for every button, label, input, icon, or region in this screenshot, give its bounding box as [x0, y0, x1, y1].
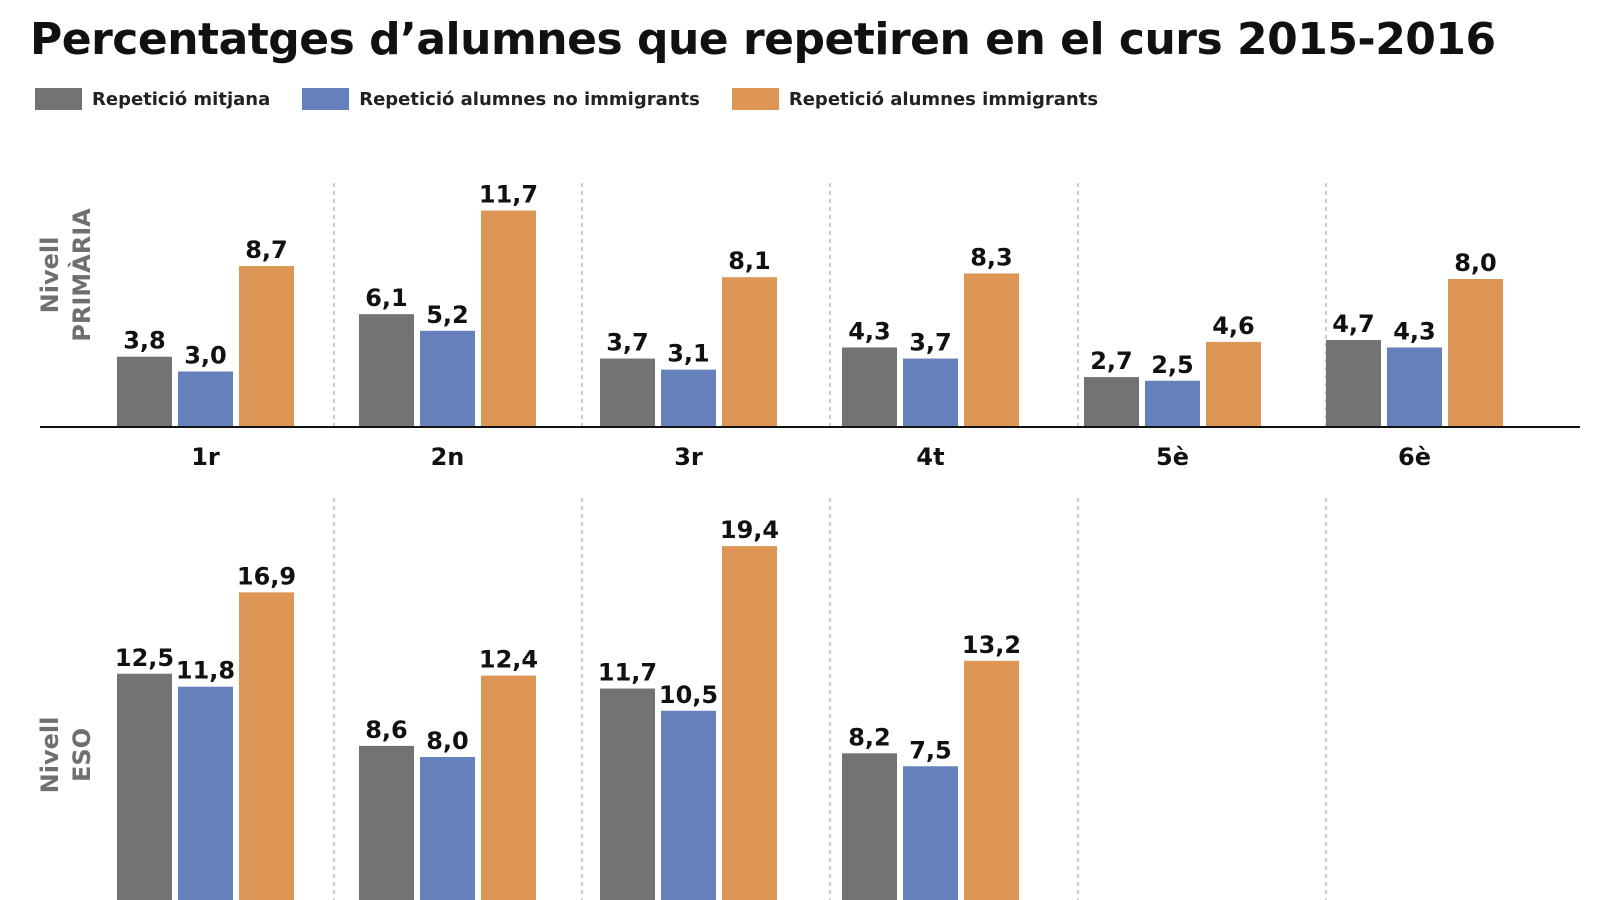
bar-value-label: 3,7 [606, 329, 649, 357]
bar-no-immigrants [903, 358, 958, 427]
bar-immigrants [964, 273, 1019, 427]
bar-mitjana [842, 753, 897, 900]
bar-value-label: 4,7 [1332, 310, 1375, 338]
bar-mitjana [1326, 340, 1381, 427]
bar-value-label: 11,8 [176, 657, 235, 685]
bar-value-label: 8,6 [365, 716, 408, 744]
bar-value-label: 4,6 [1212, 312, 1255, 340]
bar-value-label: 3,8 [123, 327, 166, 355]
bar-no-immigrants [420, 757, 475, 900]
bar-value-label: 8,0 [1454, 249, 1497, 277]
bar-value-label: 8,1 [728, 247, 771, 275]
bar-value-label: 4,3 [848, 317, 891, 345]
legend-swatch-no-immigrants [302, 88, 350, 110]
bar-value-label: 8,7 [245, 236, 288, 264]
bar-value-label: 13,2 [962, 631, 1021, 659]
bar-value-label: 3,0 [184, 342, 227, 370]
chart-title: Percentatges d’alumnes que repetiren en … [30, 14, 1496, 65]
bar-mitjana [117, 356, 172, 427]
panel-eso: Nivell ESO 12,5 11,8 16,9 8,6 8,0 12,4 11,710,5 1… [36, 498, 1327, 900]
bar-value-label: 2,7 [1090, 347, 1133, 375]
bar-no-immigrants [1387, 347, 1442, 427]
bar-mitjana [600, 688, 655, 900]
bar-value-label: 11,7 [598, 659, 657, 687]
bar-no-immigrants [903, 766, 958, 900]
legend-swatch-mitjana [35, 88, 82, 110]
legend-item-no-immigrants: Repetició alumnes no immigrants [302, 88, 700, 110]
bar-value-label: 5,2 [426, 301, 469, 329]
bar-value-label: 10,5 [659, 681, 718, 709]
category-label: 6è [1398, 443, 1431, 471]
bar-mitjana [1084, 377, 1139, 427]
level-label-line-2: PRIMÀRIA [67, 208, 96, 342]
bar-value-label: 8,3 [970, 243, 1013, 271]
bar-no-immigrants [178, 371, 233, 427]
bar-immigrants [239, 266, 294, 427]
level-label-line-1: Nivell [36, 717, 64, 794]
bar-value-label: 12,4 [479, 646, 538, 674]
bar-no-immigrants [178, 686, 233, 900]
bar-value-label: 16,9 [237, 562, 296, 590]
category-label: 1r [191, 443, 220, 471]
bar-value-label: 8,0 [426, 727, 469, 755]
bar-immigrants [964, 660, 1019, 900]
bar-value-label: 2,5 [1151, 351, 1194, 379]
bar-value-label: 4,3 [1393, 317, 1436, 345]
legend-swatch-immigrants [731, 88, 779, 110]
bar-immigrants [722, 546, 777, 900]
bar-no-immigrants [420, 330, 475, 427]
bar-no-immigrants [661, 710, 716, 900]
category-label: 4t [916, 443, 944, 471]
bar-immigrants [1206, 341, 1261, 427]
bar-value-label: 3,7 [909, 329, 952, 357]
bar-value-label: 11,7 [479, 181, 538, 209]
bar-immigrants [481, 675, 536, 900]
bar-immigrants [481, 210, 536, 427]
bar-value-label: 19,4 [720, 516, 779, 544]
bar-value-label: 7,5 [909, 736, 952, 764]
bar-value-label: 6,1 [365, 284, 408, 312]
bar-mitjana [359, 314, 414, 427]
category-label: 3r [674, 443, 703, 471]
category-label: 5è [1156, 443, 1189, 471]
legend-label-immigrants: Repetició alumnes immigrants [788, 88, 1099, 110]
bar-value-label: 8,2 [848, 723, 891, 751]
bar-mitjana [842, 347, 897, 427]
legend-label-no-immigrants: Repetició alumnes no immigrants [359, 88, 700, 110]
legend: Repetició mitjana Repetició alumnes no i… [35, 88, 1130, 110]
bar-mitjana [359, 745, 414, 900]
level-label-line-1: Nivell [36, 237, 64, 314]
bar-immigrants [1448, 279, 1503, 427]
legend-label-mitjana: Repetició mitjana [92, 88, 271, 110]
level-label: Nivell ESO [36, 717, 96, 794]
bar-value-label: 3,1 [667, 340, 710, 368]
bar-value-label: 12,5 [115, 644, 174, 672]
bar-immigrants [722, 277, 777, 427]
category-label: 2n [431, 443, 465, 471]
bar-no-immigrants [661, 369, 716, 427]
legend-item-immigrants: Repetició alumnes immigrants [731, 88, 1099, 110]
level-label-line-2: ESO [68, 728, 96, 782]
bar-mitjana [117, 673, 172, 900]
legend-item-mitjana: Repetició mitjana [35, 88, 270, 110]
bar-mitjana [600, 358, 655, 427]
panel-primaria: Nivell PRIMÀRIA 3,8 3,0 8,7 1r 6,1 5,2 11,7 2n 3,7… [36, 181, 1580, 471]
bar-immigrants [239, 592, 294, 900]
bar-no-immigrants [1145, 380, 1200, 427]
level-label: Nivell PRIMÀRIA [36, 208, 96, 342]
